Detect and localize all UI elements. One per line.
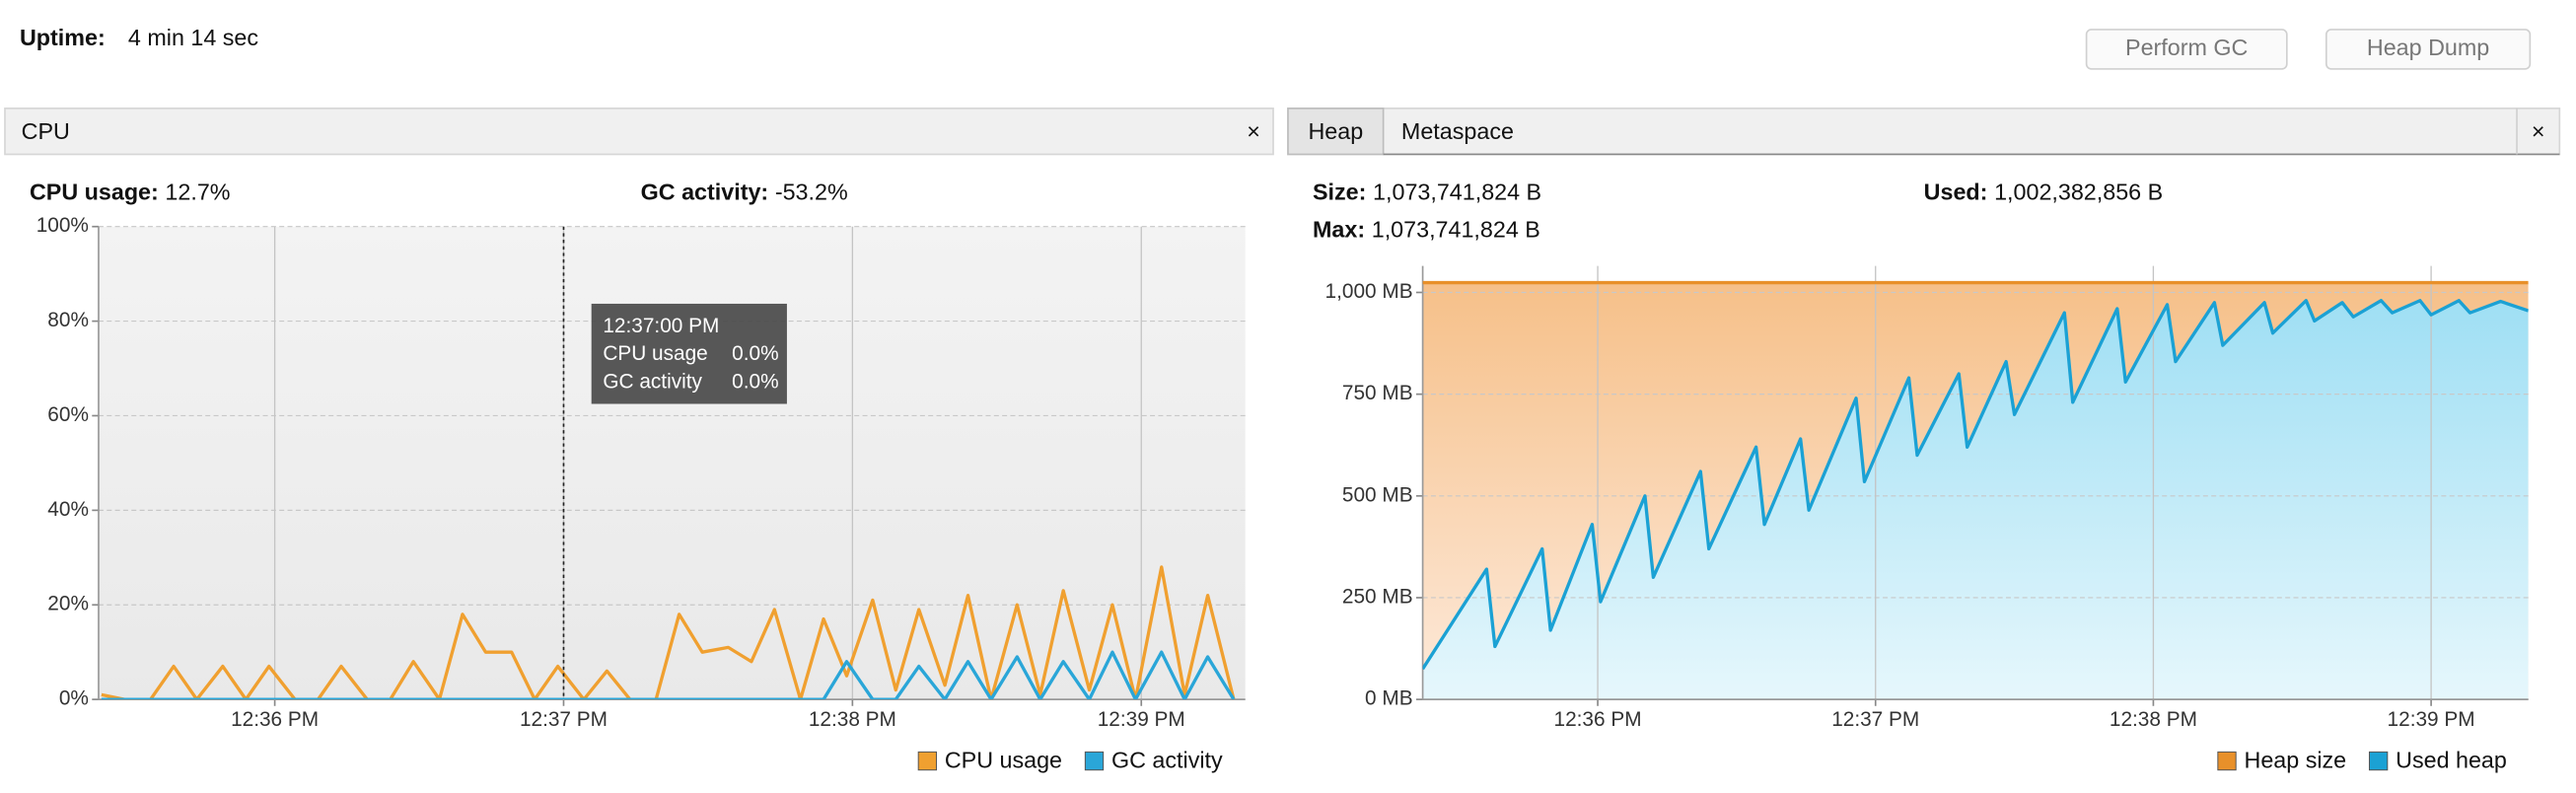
- tooltip: 12:37:00 PM CPU usage 0.0% GC activity 0.0%: [591, 303, 787, 404]
- y-tick-label: 20%: [47, 593, 89, 615]
- y-tick-label: 0 MB: [1365, 687, 1413, 710]
- y-tick-label: 1,000 MB: [1325, 280, 1413, 303]
- tooltip-value: 0.0%: [732, 342, 778, 365]
- label: CPU usage:: [30, 180, 159, 205]
- uptime-value: 4 min 14 sec: [128, 25, 258, 50]
- value: 1,073,741,824 B: [1373, 180, 1541, 205]
- cpu-usage-readout: CPU usage: 12.7%: [30, 180, 231, 205]
- x-tick-label: 12:37 PM: [1831, 708, 1919, 731]
- heap-tab-bar: [1287, 108, 2561, 156]
- y-tick-label: 80%: [47, 309, 89, 331]
- x-tick-label: 12:38 PM: [809, 708, 896, 731]
- close-button[interactable]: ×: [2532, 118, 2545, 144]
- x-tick-label: 12:36 PM: [231, 708, 319, 731]
- series-line: [1422, 299, 2529, 671]
- button-label[interactable]: Heap Dump: [2367, 35, 2489, 60]
- legend-label: CPU usage: [945, 748, 1062, 773]
- button-label[interactable]: Perform GC: [2125, 35, 2248, 60]
- label: GC activity:: [641, 180, 769, 205]
- tooltip-value: 0.0%: [732, 370, 778, 393]
- value: 1,073,741,824 B: [1372, 217, 1540, 243]
- size-readout: Size: 1,073,741,824 B: [1313, 180, 1541, 205]
- metaspace-tab[interactable]: Metaspace: [1401, 118, 1514, 144]
- legend-swatch: [917, 751, 938, 771]
- value: -53.2%: [775, 180, 848, 205]
- label: Used:: [1924, 180, 1988, 205]
- y-tick-label: 0%: [59, 687, 89, 710]
- x-tick-label: 12:36 PM: [1554, 708, 1642, 731]
- series-line: [101, 650, 1236, 700]
- chart: 0% 20% 40% 60% 80% 100% 12:36 PM 12:37 PM 12:38 …: [36, 214, 1246, 773]
- y-tick-label: 750 MB: [1342, 382, 1413, 404]
- tooltip-label: GC activity: [603, 370, 702, 393]
- heap-dump-button[interactable]: Heap Dump: [2325, 29, 2532, 70]
- label: Max:: [1313, 217, 1365, 243]
- legend-label: Used heap: [2396, 748, 2507, 773]
- y-tick-label: 40%: [47, 498, 89, 521]
- x-tick-label: 12:38 PM: [2110, 708, 2197, 731]
- label: Size:: [1313, 180, 1366, 205]
- heap-tab[interactable]: Heap: [1308, 118, 1363, 144]
- legend-label: Heap size: [2245, 748, 2347, 773]
- y-tick-label: 100%: [36, 214, 89, 237]
- uptime-label: Uptime:: [20, 25, 106, 50]
- gc-activity-readout: GC activity: -53.2%: [641, 180, 848, 205]
- legend-swatch: [2217, 751, 2237, 771]
- cpu-tab-bar: [4, 108, 1274, 156]
- tooltip-label: CPU usage: [603, 342, 707, 365]
- cpu-tab[interactable]: CPU: [22, 118, 70, 144]
- button-frame[interactable]: [2325, 29, 2532, 70]
- y-tick-label: 60%: [47, 403, 89, 426]
- y-tick-label: 250 MB: [1342, 585, 1413, 608]
- chart: 0 MB 250 MB 500 MB 750 MB 1,000 MB 12:36 PM 12…: [1325, 265, 2529, 773]
- legend-swatch: [2368, 751, 2389, 771]
- value: 1,002,382,856 B: [1994, 180, 2163, 205]
- button-frame[interactable]: [2085, 29, 2288, 70]
- y-tick-label: 500 MB: [1342, 483, 1413, 506]
- tooltip-time: 12:37:00 PM: [603, 315, 719, 337]
- series-line: [101, 565, 1236, 700]
- legend-label: GC activity: [1111, 748, 1223, 773]
- selected-tab: [1287, 108, 1385, 156]
- used-readout: Used: 1,002,382,856 B: [1924, 180, 2163, 205]
- area-fill: [1422, 300, 2529, 700]
- legend-swatch: [1084, 751, 1105, 771]
- x-tick-label: 12:39 PM: [1098, 708, 1185, 731]
- value: 12.7%: [165, 180, 230, 205]
- max-readout: Max: 1,073,741,824 B: [1313, 217, 1540, 243]
- perform-gc-button[interactable]: Perform GC: [2085, 29, 2288, 70]
- tooltip-box: [591, 303, 787, 404]
- close-button[interactable]: ×: [1247, 118, 1260, 144]
- x-tick-label: 12:39 PM: [2388, 708, 2475, 731]
- x-tick-label: 12:37 PM: [520, 708, 608, 731]
